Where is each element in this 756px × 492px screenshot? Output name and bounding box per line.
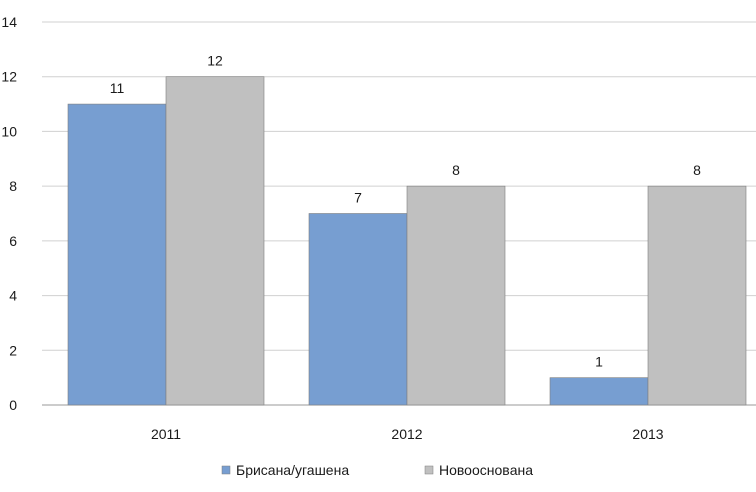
bar-series-1-2013 (549, 377, 649, 406)
y-axis-ticks: 0 2 4 6 8 10 12 14 (1, 14, 17, 413)
bars (67, 76, 747, 406)
y-tick-label: 12 (1, 69, 17, 85)
data-label: 7 (354, 190, 362, 206)
y-tick-label: 10 (1, 123, 17, 139)
x-tick-label: 2012 (391, 426, 422, 442)
data-labels: 11 7 1 12 8 8 (110, 53, 701, 370)
bar-series-2-2013 (647, 185, 747, 406)
bar-series-1-2011 (67, 103, 167, 406)
y-tick-label: 4 (9, 288, 17, 304)
y-tick-label: 8 (9, 178, 17, 194)
y-tick-label: 0 (9, 397, 17, 413)
x-tick-label: 2013 (632, 426, 663, 442)
data-label: 8 (452, 162, 460, 178)
legend-swatch (424, 465, 434, 475)
legend: Брисана/угашена Новоосновaна (221, 462, 533, 478)
y-tick-label: 6 (9, 233, 17, 249)
data-label: 8 (693, 162, 701, 178)
x-axis-ticks: 2011 2012 2013 (151, 426, 664, 442)
legend-swatch (221, 465, 231, 475)
legend-label: Брисана/угашена (236, 462, 349, 478)
bar-series-1-2012 (308, 213, 408, 406)
data-label: 12 (207, 53, 223, 69)
bar-series-2-2011 (165, 76, 265, 406)
legend-label: Новоосновaна (439, 462, 533, 478)
data-label: 1 (595, 354, 603, 370)
y-tick-label: 14 (1, 14, 17, 30)
bar-series-2-2012 (406, 185, 506, 406)
y-tick-label: 2 (9, 342, 17, 358)
data-label: 11 (110, 80, 125, 96)
x-tick-label: 2011 (151, 426, 181, 442)
